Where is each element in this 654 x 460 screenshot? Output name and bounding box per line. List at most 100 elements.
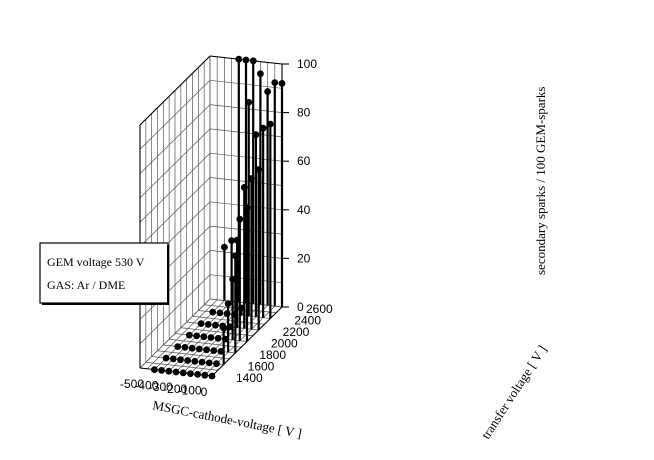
data-point bbox=[212, 321, 219, 329]
x-tick-label: -100 bbox=[178, 383, 202, 397]
data-point bbox=[162, 354, 170, 362]
y-tick-label: 2600 bbox=[306, 302, 333, 316]
data-point bbox=[186, 331, 193, 339]
data-point bbox=[224, 300, 232, 307]
floor-grid-line bbox=[157, 350, 230, 360]
data-point bbox=[207, 334, 215, 341]
frame-edge bbox=[139, 55, 211, 126]
y-tick-label: 1600 bbox=[248, 360, 275, 374]
data-point bbox=[195, 345, 203, 353]
y-axis-label: transfer voltage [ V ] bbox=[478, 342, 550, 441]
data-point bbox=[243, 204, 251, 212]
data-point bbox=[266, 120, 274, 128]
data-point bbox=[205, 359, 213, 367]
x-tick-label: 0 bbox=[201, 385, 208, 399]
data-point bbox=[201, 371, 209, 379]
data-point bbox=[255, 166, 263, 174]
data-point bbox=[165, 367, 173, 375]
y-tick-label: 2400 bbox=[294, 314, 321, 328]
data-point bbox=[233, 236, 241, 244]
data-point bbox=[184, 357, 192, 364]
z-tick-label: 0 bbox=[297, 300, 304, 314]
data-point bbox=[203, 346, 210, 354]
data-point bbox=[252, 131, 260, 139]
wall-grid-line bbox=[139, 128, 211, 199]
x-axis-label: MSGC-cathode-voltage [ V ] bbox=[151, 397, 303, 441]
data-point bbox=[197, 320, 205, 327]
y-tick-label: 1800 bbox=[259, 348, 286, 362]
data-point bbox=[217, 348, 225, 355]
data-point bbox=[187, 370, 194, 377]
data-point bbox=[177, 356, 184, 364]
data-point bbox=[235, 55, 243, 63]
y-tick-label: 2000 bbox=[271, 337, 298, 351]
z-axis-label: secondary sparks / 100 GEM-sparks bbox=[533, 87, 548, 275]
data-point bbox=[191, 357, 199, 365]
data-point bbox=[158, 367, 166, 374]
data-point bbox=[222, 335, 229, 343]
data-point bbox=[271, 79, 279, 87]
data-point bbox=[259, 124, 267, 132]
legend-line-1: GEM voltage 530 V bbox=[47, 255, 145, 269]
data-point bbox=[248, 175, 255, 182]
wall-grid-line bbox=[139, 152, 211, 223]
z-tick-label: 40 bbox=[297, 203, 311, 217]
y-tick-label: 2200 bbox=[283, 325, 310, 339]
data-point bbox=[214, 334, 222, 342]
data-point bbox=[179, 369, 187, 377]
wall-grid-line bbox=[139, 298, 211, 369]
data-point bbox=[200, 333, 208, 341]
data-point bbox=[236, 215, 244, 223]
data-point bbox=[204, 321, 212, 328]
z-tick-label: 20 bbox=[297, 251, 311, 265]
data-point bbox=[238, 304, 245, 312]
data-point bbox=[181, 344, 189, 351]
data-point bbox=[221, 243, 228, 251]
data-point bbox=[213, 360, 220, 368]
data-point bbox=[249, 57, 257, 65]
data-point bbox=[257, 70, 264, 78]
data-point bbox=[174, 343, 182, 350]
data-point bbox=[226, 323, 234, 331]
legend-line-2: GAS: Ar / DME bbox=[47, 278, 125, 292]
x-tick-label: -400 bbox=[134, 379, 158, 393]
legend-box: GEM voltage 530 V GAS: Ar / DME bbox=[39, 242, 169, 305]
data-point bbox=[208, 372, 216, 380]
z-tick-label: 100 bbox=[297, 57, 317, 71]
data-point bbox=[194, 371, 202, 378]
data-point bbox=[278, 80, 286, 87]
data-point bbox=[193, 332, 201, 340]
wall-grid-line bbox=[139, 104, 211, 174]
data-point bbox=[264, 88, 271, 95]
data-point bbox=[172, 368, 180, 376]
data-point bbox=[198, 358, 206, 366]
z-tick-label: 80 bbox=[297, 106, 311, 120]
chart-points bbox=[151, 55, 286, 380]
data-point bbox=[242, 56, 250, 64]
data-point bbox=[240, 184, 248, 191]
data-point bbox=[210, 347, 218, 354]
z-tick-label: 60 bbox=[297, 154, 311, 168]
data-point bbox=[230, 311, 238, 318]
wall-grid-line bbox=[139, 80, 211, 150]
data-point bbox=[223, 310, 231, 318]
wall-grid-line bbox=[139, 250, 211, 320]
floor-grid-line bbox=[145, 361, 218, 371]
data-point bbox=[216, 309, 224, 317]
chart-stems bbox=[222, 59, 284, 365]
data-point bbox=[169, 355, 177, 363]
data-point bbox=[231, 252, 239, 260]
data-point bbox=[245, 98, 253, 106]
data-point bbox=[188, 344, 196, 352]
data-point bbox=[220, 324, 228, 332]
chart-ticks: -500-400-300-200-100 01400160018002000220… bbox=[120, 57, 333, 399]
wall-grid-line bbox=[139, 274, 211, 344]
data-point bbox=[151, 366, 158, 373]
wall-grid-line bbox=[139, 177, 211, 247]
data-point bbox=[229, 275, 237, 283]
data-point bbox=[209, 308, 217, 316]
x-tick-label: -200 bbox=[163, 382, 187, 396]
data-point bbox=[228, 237, 236, 245]
x-tick-label: -500 bbox=[120, 377, 144, 391]
